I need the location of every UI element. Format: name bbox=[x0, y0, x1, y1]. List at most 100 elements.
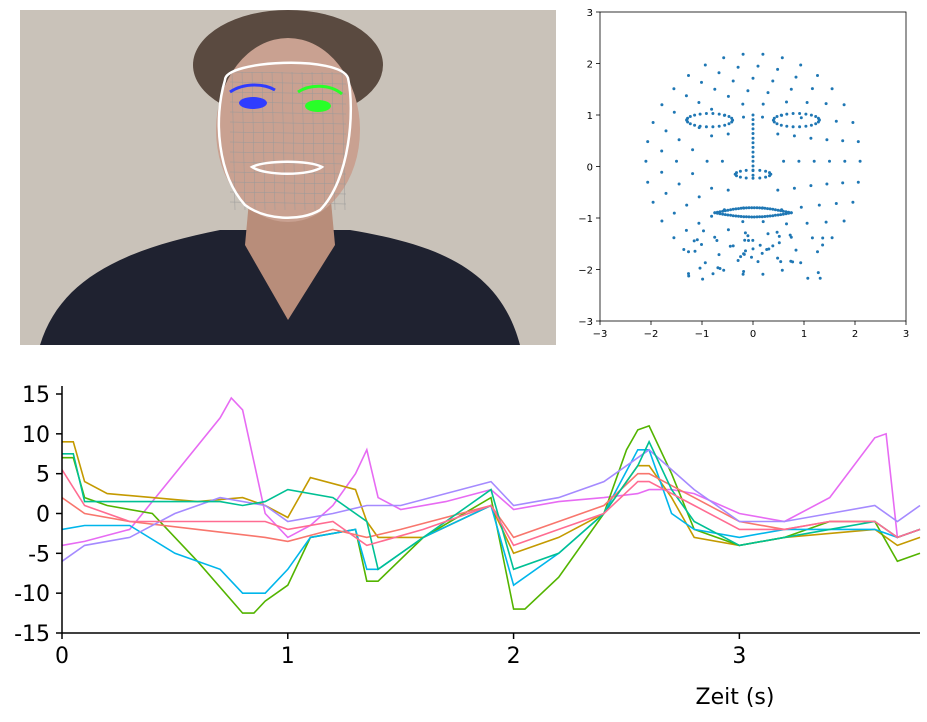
landmark-point bbox=[664, 191, 668, 195]
landmark-point bbox=[785, 124, 789, 128]
landmark-point bbox=[744, 176, 748, 180]
landmark-point bbox=[760, 206, 764, 210]
landmark-point bbox=[744, 206, 748, 210]
scatter-points bbox=[644, 52, 862, 281]
landmark-point bbox=[688, 115, 692, 118]
landmark-point bbox=[730, 116, 734, 120]
landmark-point bbox=[717, 124, 721, 128]
scatter-x-tick-label: −1 bbox=[695, 329, 710, 340]
landmark-point bbox=[777, 241, 781, 245]
landmark-point bbox=[715, 239, 719, 242]
landmark-point bbox=[687, 74, 690, 77]
landmark-point bbox=[752, 215, 756, 219]
ts-x-tick-label: 3 bbox=[732, 644, 746, 669]
landmark-point bbox=[789, 211, 793, 215]
landmark-point bbox=[710, 186, 714, 190]
mesh-line bbox=[241, 71, 246, 211]
landmark-point bbox=[830, 236, 834, 240]
landmark-point bbox=[841, 181, 845, 185]
landmark-point bbox=[723, 123, 727, 127]
landmark-point bbox=[729, 213, 733, 217]
landmark-point bbox=[737, 207, 740, 211]
landmark-point bbox=[703, 261, 707, 265]
landmark-point bbox=[858, 159, 862, 163]
landmark-point bbox=[747, 239, 750, 242]
landmark-point bbox=[698, 112, 702, 116]
landmark-point bbox=[797, 159, 801, 163]
landmark-point bbox=[768, 214, 772, 218]
scatter-y-tick-label: 3 bbox=[587, 8, 593, 19]
landmark-point bbox=[664, 129, 668, 133]
landmark-point bbox=[727, 122, 731, 126]
landmark-point bbox=[851, 121, 855, 124]
landmark-point bbox=[717, 71, 721, 75]
landmark-point bbox=[672, 236, 676, 240]
mesh-line bbox=[311, 71, 316, 211]
landmark-point bbox=[715, 211, 719, 215]
landmark-point bbox=[744, 215, 748, 219]
landmark-point bbox=[751, 164, 755, 168]
landmark-point bbox=[776, 256, 780, 260]
landmark-point bbox=[684, 94, 688, 98]
landmark-point bbox=[791, 125, 795, 129]
landmark-point bbox=[697, 221, 701, 225]
landmark-point bbox=[751, 141, 755, 145]
landmark-point bbox=[776, 188, 780, 192]
landmark-point bbox=[806, 276, 810, 280]
landmark-point bbox=[755, 206, 759, 210]
landmark-point bbox=[851, 200, 855, 204]
landmark-point bbox=[751, 132, 755, 135]
scatter-x-tick-label: −2 bbox=[644, 329, 659, 340]
landmark-point bbox=[824, 102, 828, 106]
landmark-point bbox=[723, 213, 727, 217]
scatter-x-tick-label: 3 bbox=[903, 329, 909, 340]
ts-y-tick-label: -10 bbox=[14, 582, 50, 607]
landmark-point bbox=[767, 247, 771, 251]
scatter-x-tick-label: −3 bbox=[593, 329, 608, 340]
landmark-point bbox=[702, 229, 705, 233]
landmark-point bbox=[843, 159, 847, 163]
scatter-x-tick-label: 0 bbox=[750, 329, 756, 340]
landmark-point bbox=[737, 214, 740, 218]
landmark-point bbox=[805, 221, 809, 225]
landmark-point bbox=[751, 173, 755, 177]
landmark-point bbox=[693, 123, 697, 127]
landmark-point bbox=[651, 121, 655, 124]
landmark-point bbox=[751, 127, 755, 131]
landmark-point bbox=[758, 215, 762, 219]
landmark-point bbox=[677, 138, 681, 142]
landmark-point bbox=[686, 120, 690, 124]
landmark-point bbox=[821, 243, 825, 247]
timeseries-y-ticks: 15 10 5 0 -5 -10 -15 bbox=[14, 383, 62, 647]
landmark-point bbox=[785, 100, 788, 104]
landmark-point bbox=[723, 113, 727, 117]
landmark-point bbox=[816, 120, 820, 124]
landmark-point bbox=[747, 206, 751, 210]
landmark-point bbox=[804, 112, 808, 116]
landmark-point bbox=[799, 205, 803, 209]
landmark-point bbox=[741, 220, 745, 224]
landmark-point bbox=[726, 94, 730, 98]
landmark-point bbox=[688, 122, 692, 126]
landmark-point bbox=[672, 87, 676, 91]
landmark-point bbox=[743, 231, 747, 235]
landmark-point bbox=[751, 176, 755, 180]
left-eyebrow bbox=[229, 83, 276, 94]
landmark-point bbox=[810, 236, 814, 240]
landmark-point bbox=[794, 248, 798, 252]
landmark-point bbox=[746, 234, 750, 238]
landmark-point bbox=[776, 67, 780, 71]
scatter-x-tick-label: 1 bbox=[801, 329, 807, 340]
landmark-point bbox=[785, 112, 789, 116]
landmark-point bbox=[814, 115, 818, 118]
landmark-point bbox=[758, 206, 762, 210]
landmark-point bbox=[776, 132, 780, 136]
landmark-point bbox=[842, 219, 846, 223]
landmark-point bbox=[812, 159, 816, 163]
landmark-point bbox=[825, 182, 829, 186]
timeseries-lines bbox=[61, 396, 921, 614]
landmark-point bbox=[660, 170, 664, 174]
landmark-point bbox=[721, 209, 725, 213]
landmark-point bbox=[751, 122, 755, 126]
landmark-point bbox=[687, 274, 691, 278]
